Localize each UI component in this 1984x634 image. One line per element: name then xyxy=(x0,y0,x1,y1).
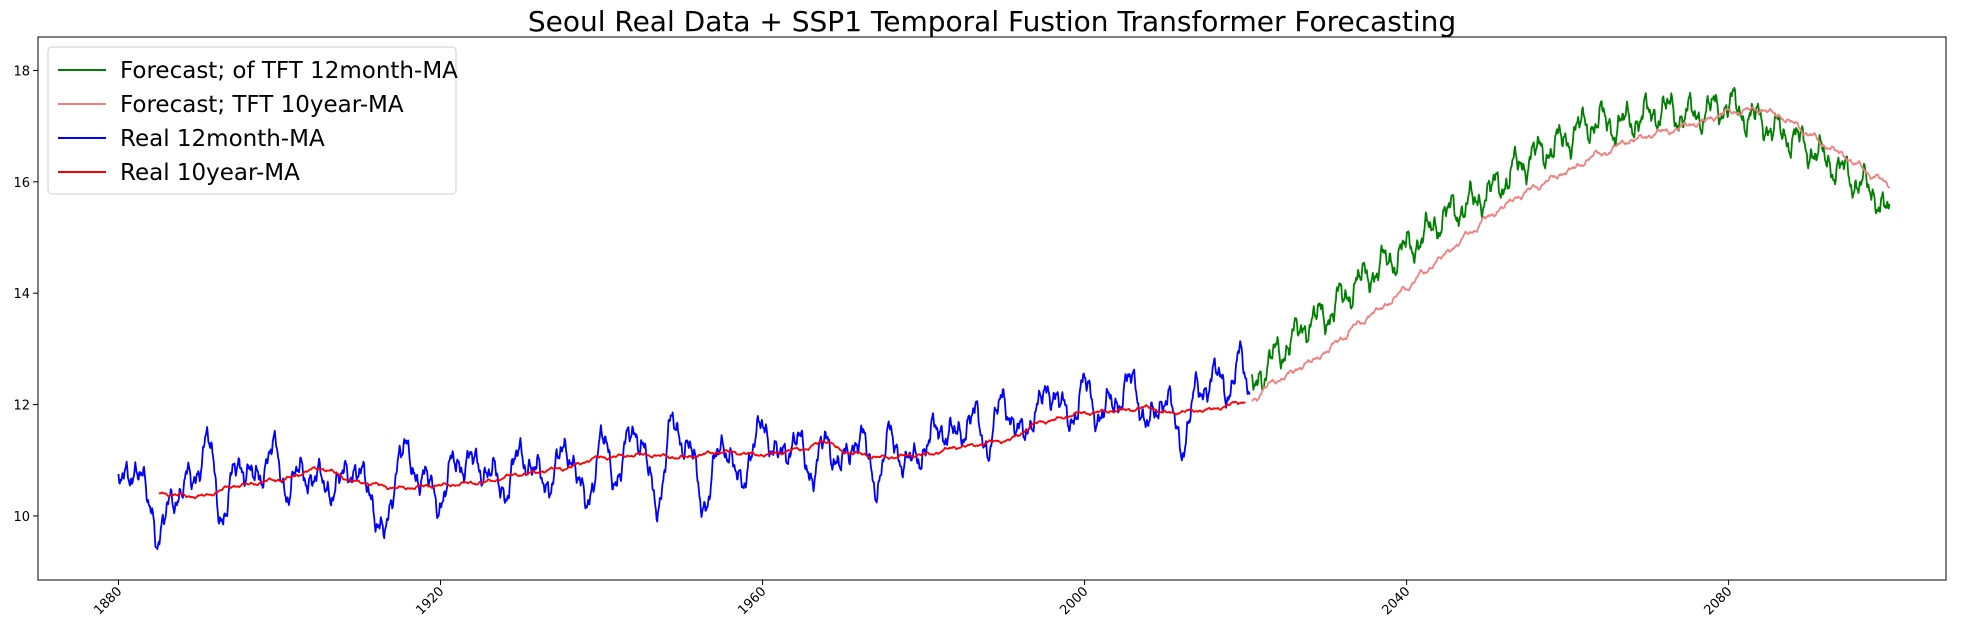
y-tick-label: 14 xyxy=(13,287,30,302)
legend-label: Forecast; of TFT 12month-MA xyxy=(120,58,458,84)
legend-box xyxy=(47,46,457,195)
series-layer xyxy=(117,86,1891,551)
x-tick-label: 2040 xyxy=(1379,584,1413,618)
series-line-1 xyxy=(1251,106,1891,402)
x-tick-label: 1960 xyxy=(735,584,769,618)
x-tick-label: 1880 xyxy=(91,584,125,618)
plot-frame xyxy=(37,36,1947,581)
chart-title: Seoul Real Data + SSP1 Temporal Fustion … xyxy=(528,5,1456,38)
y-tick-label: 16 xyxy=(13,176,30,191)
series-line-2 xyxy=(117,340,1251,551)
x-tick-label: 2000 xyxy=(1057,584,1091,618)
y-tick-label: 18 xyxy=(13,64,30,79)
legend: Forecast; of TFT 12month-MA Forecast; TFT… xyxy=(47,46,458,195)
legend-label: Real 10year-MA xyxy=(120,160,300,186)
series-line-0 xyxy=(1251,86,1891,391)
x-tick-label: 2080 xyxy=(1701,584,1735,618)
series-line-3 xyxy=(158,400,1246,500)
y-tick-label: 10 xyxy=(13,510,30,525)
x-tick-label: 1920 xyxy=(413,584,447,618)
y-axis: 10 12 14 16 18 xyxy=(13,64,38,525)
legend-label: Real 12month-MA xyxy=(120,126,325,152)
legend-label: Forecast; TFT 10year-MA xyxy=(120,92,404,118)
y-tick-label: 12 xyxy=(13,399,30,414)
x-axis: 1880 1920 1960 2000 2040 2080 xyxy=(91,580,1735,618)
